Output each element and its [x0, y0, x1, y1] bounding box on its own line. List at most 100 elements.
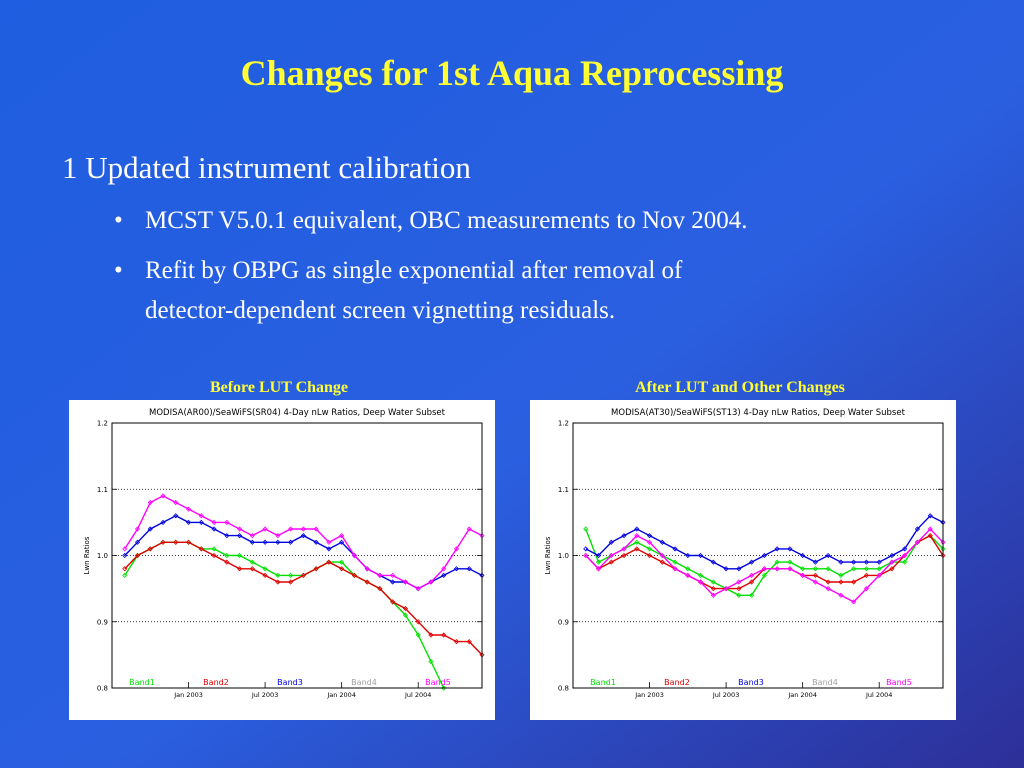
legend-label: Band2 — [203, 678, 229, 687]
series-marker — [402, 579, 409, 585]
y-tick-label: 1.1 — [97, 486, 108, 494]
series-marker — [800, 572, 806, 578]
series-marker — [147, 499, 153, 506]
series-marker — [787, 546, 793, 552]
series-marker — [749, 579, 755, 585]
series-marker — [224, 533, 230, 539]
series-marker — [685, 566, 691, 572]
series-marker — [863, 586, 870, 592]
series-marker — [608, 539, 614, 545]
series-marker — [466, 566, 472, 572]
series-marker — [466, 526, 472, 532]
series-marker — [863, 566, 870, 572]
series-marker — [749, 559, 755, 565]
series-marker — [876, 566, 882, 572]
legend-label: Band2 — [664, 678, 690, 687]
series-marker — [774, 546, 780, 552]
series-marker — [672, 566, 678, 572]
series-marker — [774, 559, 780, 565]
series-line — [585, 527, 944, 603]
series-marker — [441, 685, 447, 691]
legend-label: Band1 — [590, 678, 616, 687]
series-marker — [889, 559, 895, 565]
x-tick-label: Jul 2004 — [865, 691, 892, 699]
series-marker — [147, 526, 153, 532]
series-marker — [466, 639, 472, 645]
series-marker — [634, 526, 640, 532]
series-marker — [134, 539, 141, 545]
series-marker — [749, 572, 755, 578]
series-marker — [698, 552, 704, 559]
x-tick-label: Jul 2003 — [712, 691, 739, 699]
series-marker — [863, 572, 870, 578]
series-marker — [914, 539, 921, 545]
series-marker — [122, 546, 128, 552]
series-marker — [275, 533, 281, 539]
legend-label: Band4 — [351, 678, 377, 687]
series-line — [585, 528, 944, 596]
series-marker — [185, 539, 192, 545]
series-marker — [787, 566, 793, 572]
series-marker — [249, 539, 255, 545]
series-marker — [927, 533, 933, 539]
series-marker — [262, 526, 268, 532]
bullet-continuation: detector-dependent screen vignetting res… — [145, 297, 615, 324]
series-marker — [288, 579, 294, 585]
series-marker — [812, 572, 818, 578]
series-marker — [198, 546, 204, 552]
bullet: Refit by OBPG as single exponential afte… — [145, 257, 683, 284]
series-marker — [634, 539, 640, 545]
series-marker — [300, 526, 306, 532]
series-marker — [134, 552, 141, 559]
series-marker — [339, 533, 345, 539]
series-marker — [173, 513, 179, 519]
series-marker — [211, 519, 217, 525]
series-marker — [237, 552, 243, 559]
y-tick-label: 1.0 — [97, 552, 108, 560]
series-marker — [672, 546, 678, 552]
series-marker — [812, 579, 818, 585]
series-marker — [902, 552, 908, 559]
series-marker — [441, 572, 447, 578]
series-marker — [736, 586, 742, 592]
series-marker — [595, 566, 602, 572]
series-marker — [313, 526, 319, 532]
series-marker — [659, 539, 665, 545]
series-marker — [415, 586, 421, 592]
bullet-dot: • — [114, 207, 123, 234]
series-marker — [800, 552, 806, 559]
y-axis-label: Lwn Ratios — [83, 536, 91, 574]
x-tick-label: Jan 2004 — [326, 691, 356, 699]
series-marker — [646, 539, 653, 545]
x-tick-label: Jul 2003 — [251, 691, 278, 699]
series-line — [124, 495, 483, 590]
series-marker — [889, 552, 895, 559]
series-marker — [646, 546, 653, 552]
x-tick-label: Jan 2003 — [634, 691, 664, 699]
heading: 1 Updated instrument calibration — [62, 150, 471, 185]
y-tick-label: 1.1 — [558, 486, 569, 494]
series-marker — [428, 632, 434, 638]
series-marker — [825, 579, 831, 585]
series-marker — [313, 539, 319, 545]
y-tick-label: 1.0 — [558, 552, 569, 560]
series-marker — [621, 552, 627, 559]
series-marker — [237, 533, 243, 539]
series-marker — [275, 539, 281, 545]
series-marker — [198, 513, 204, 519]
x-tick-label: Jul 2004 — [404, 691, 431, 699]
series-marker — [453, 546, 460, 552]
series-marker — [300, 533, 306, 539]
series-marker — [237, 526, 243, 532]
series-marker — [160, 539, 166, 545]
series-marker — [583, 546, 589, 552]
series-marker — [390, 599, 396, 605]
series-marker — [698, 572, 704, 578]
y-tick-label: 1.2 — [558, 420, 569, 428]
series-marker — [262, 566, 268, 572]
y-axis-label: Lwn Ratios — [544, 536, 552, 574]
series-marker — [851, 566, 857, 572]
series-marker — [288, 539, 294, 545]
legend-label: Band1 — [129, 678, 155, 687]
